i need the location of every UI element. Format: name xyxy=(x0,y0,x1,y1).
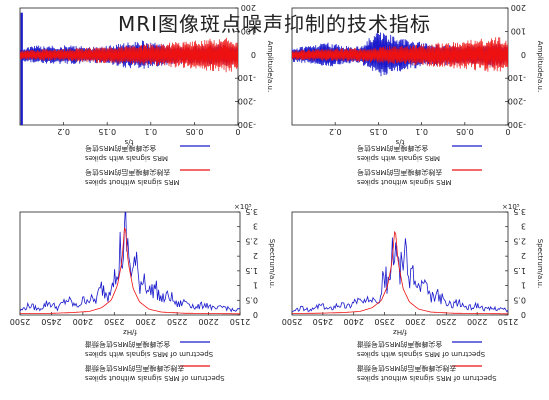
x-axis-label: f/Hz xyxy=(123,328,137,336)
y-tick-label: 1.5 xyxy=(513,266,526,275)
legend-label-en: Spectrum of MRS signals with spikes xyxy=(357,350,485,358)
legend-label: 含尖峰噪声的MRS信号频谱 xyxy=(357,340,442,349)
x-tick-label: 2200 xyxy=(198,317,218,326)
legend-label-en: MRS signals without spikes xyxy=(357,178,452,186)
x-tick-label: 2150 xyxy=(230,317,250,326)
x-tick-label: 2400 xyxy=(344,317,364,326)
x-axis-label: f/Hz xyxy=(393,328,407,336)
chart-panel-bottom-left: 2500 2450 2400 2350 2300 2250 2200 2150 f/Hz 3.5 3… xyxy=(10,203,276,382)
chart-panel-bottom-right: 2500 2450 2400 2350 2300 2250 2200 2150 f/Hz 3.5 3… xyxy=(282,203,544,382)
y-axis-label: Amplitude/a.u. xyxy=(536,41,544,92)
y-tick-label: 100 xyxy=(511,26,526,35)
y-tick-label: 2 xyxy=(521,251,526,260)
x-tick-label: 0.15 xyxy=(98,127,116,136)
page-title: MRI图像斑点噪声抑制的技术指标 xyxy=(117,12,432,36)
y-tick-label: -200 xyxy=(508,97,526,106)
legend-label: 去除尖峰噪声后的MRS信号 xyxy=(357,168,442,177)
legend-label-en: Spectrum of MRS signals without spikes xyxy=(85,374,225,382)
y-tick-label: -200 xyxy=(238,97,256,106)
series-line-without-spikes xyxy=(20,37,238,73)
x-tick-label: 2300 xyxy=(405,317,425,326)
x-tick-label: 0.15 xyxy=(369,127,387,136)
y-tick-label: 200 xyxy=(511,3,526,12)
y-tick-label: 100 xyxy=(241,26,256,35)
legend-label: 去除尖峰噪声后的MRS信号频谱 xyxy=(85,364,184,373)
y-tick-label: 2.5 xyxy=(513,236,526,245)
legend-label-en: Spectrum of MRS signals with spikes xyxy=(85,350,213,358)
y-multiplier-label: ×10⁵ xyxy=(234,203,252,211)
legend-label-en: MRS signals with spikes xyxy=(357,154,440,162)
y-tick-label: 2.5 xyxy=(245,236,258,245)
series-line-without-spikes xyxy=(292,37,508,72)
plot-frame xyxy=(291,211,509,316)
legend-label: 含尖峰噪声的MRS信号 xyxy=(85,144,156,153)
x-tick-label: 2400 xyxy=(73,317,93,326)
y-axis-label: Amplitude/a.u. xyxy=(266,41,274,92)
y-tick-label: -100 xyxy=(238,73,256,82)
chart-panel-top-right: 0.2 0.15 0.1 0.05 0 t/s 200 100 0 -100 -200 -300 Amp… xyxy=(291,3,544,186)
x-tick-label: 2350 xyxy=(374,317,394,326)
plot-frame xyxy=(291,7,509,126)
legend-label: 含尖峰噪声的MRS信号 xyxy=(357,144,428,153)
legend-label: 去除尖峰噪声后的MRS信号频谱 xyxy=(357,364,456,373)
y-tick-label: 0 xyxy=(253,310,258,319)
chart-panel-top-left: 0.2 0.15 0.1 0.05 0 t/s 200 100 0 -100 -200 -300 Amp… xyxy=(19,3,274,186)
y-tick-label: 3 xyxy=(253,222,258,231)
legend-label: 含尖峰噪声的MRS信号频谱 xyxy=(85,340,170,349)
x-tick-label: 2350 xyxy=(104,317,124,326)
x-tick-label: 2450 xyxy=(313,317,333,326)
y-tick-label: 3 xyxy=(521,222,526,231)
x-tick-label: 2500 xyxy=(282,317,302,326)
y-tick-label: 1 xyxy=(253,281,258,290)
y-tick-label: 200 xyxy=(241,3,256,12)
x-tick-label: 2250 xyxy=(436,317,456,326)
x-tick-label: 0 xyxy=(505,127,510,136)
x-tick-label: 0.1 xyxy=(144,127,157,136)
x-tick-label: 0.05 xyxy=(456,127,474,136)
x-tick-label: 2150 xyxy=(498,317,518,326)
x-axis-label: t/s xyxy=(124,138,133,146)
x-tick-label: 2300 xyxy=(136,317,156,326)
series-line-with-spikes xyxy=(20,212,240,313)
x-tick-label: 0.2 xyxy=(57,127,70,136)
y-axis-label: Spectrum/a.u. xyxy=(536,239,544,288)
y-tick-label: 0.5 xyxy=(513,295,526,304)
series-line-without-spikes xyxy=(20,226,240,315)
x-axis-label: t/s xyxy=(395,138,404,146)
x-tick-label: 0 xyxy=(235,127,240,136)
y-tick-label: 1.5 xyxy=(245,266,258,275)
legend-label: 去除尖峰噪声后的MRS信号 xyxy=(85,168,170,177)
x-tick-label: 0.1 xyxy=(415,127,428,136)
x-tick-label: 0.05 xyxy=(185,127,203,136)
x-tick-label: 2250 xyxy=(167,317,187,326)
y-tick-label: 0 xyxy=(521,50,526,59)
x-tick-label: 2450 xyxy=(41,317,61,326)
series-line-without-spikes xyxy=(292,230,508,315)
series-line-with-spikes xyxy=(292,237,508,313)
y-tick-label: 3.5 xyxy=(245,207,258,216)
y-tick-label: -100 xyxy=(508,73,526,82)
legend-label-en: MRS signals without spikes xyxy=(85,178,180,186)
y-tick-label: -300 xyxy=(508,120,526,129)
x-tick-label: 0.2 xyxy=(329,127,342,136)
y-tick-label: 0.5 xyxy=(245,295,258,304)
y-multiplier-label: ×10⁵ xyxy=(502,203,520,211)
legend-label-en: Spectrum of MRS signals without spikes xyxy=(357,374,497,382)
y-tick-label: 2 xyxy=(253,251,258,260)
y-tick-label: 0 xyxy=(251,50,256,59)
x-tick-label: 2200 xyxy=(467,317,487,326)
y-tick-label: 1 xyxy=(521,281,526,290)
plot-frame xyxy=(19,7,239,126)
y-tick-label: 0 xyxy=(521,310,526,319)
legend-label-en: MRS signals with spikes xyxy=(85,154,168,162)
y-axis-label: Spectrum/a.u. xyxy=(268,239,276,288)
y-tick-label: 3.5 xyxy=(513,207,526,216)
y-tick-label: -300 xyxy=(238,120,256,129)
x-tick-label: 2500 xyxy=(10,317,30,326)
plot-frame xyxy=(19,211,241,316)
